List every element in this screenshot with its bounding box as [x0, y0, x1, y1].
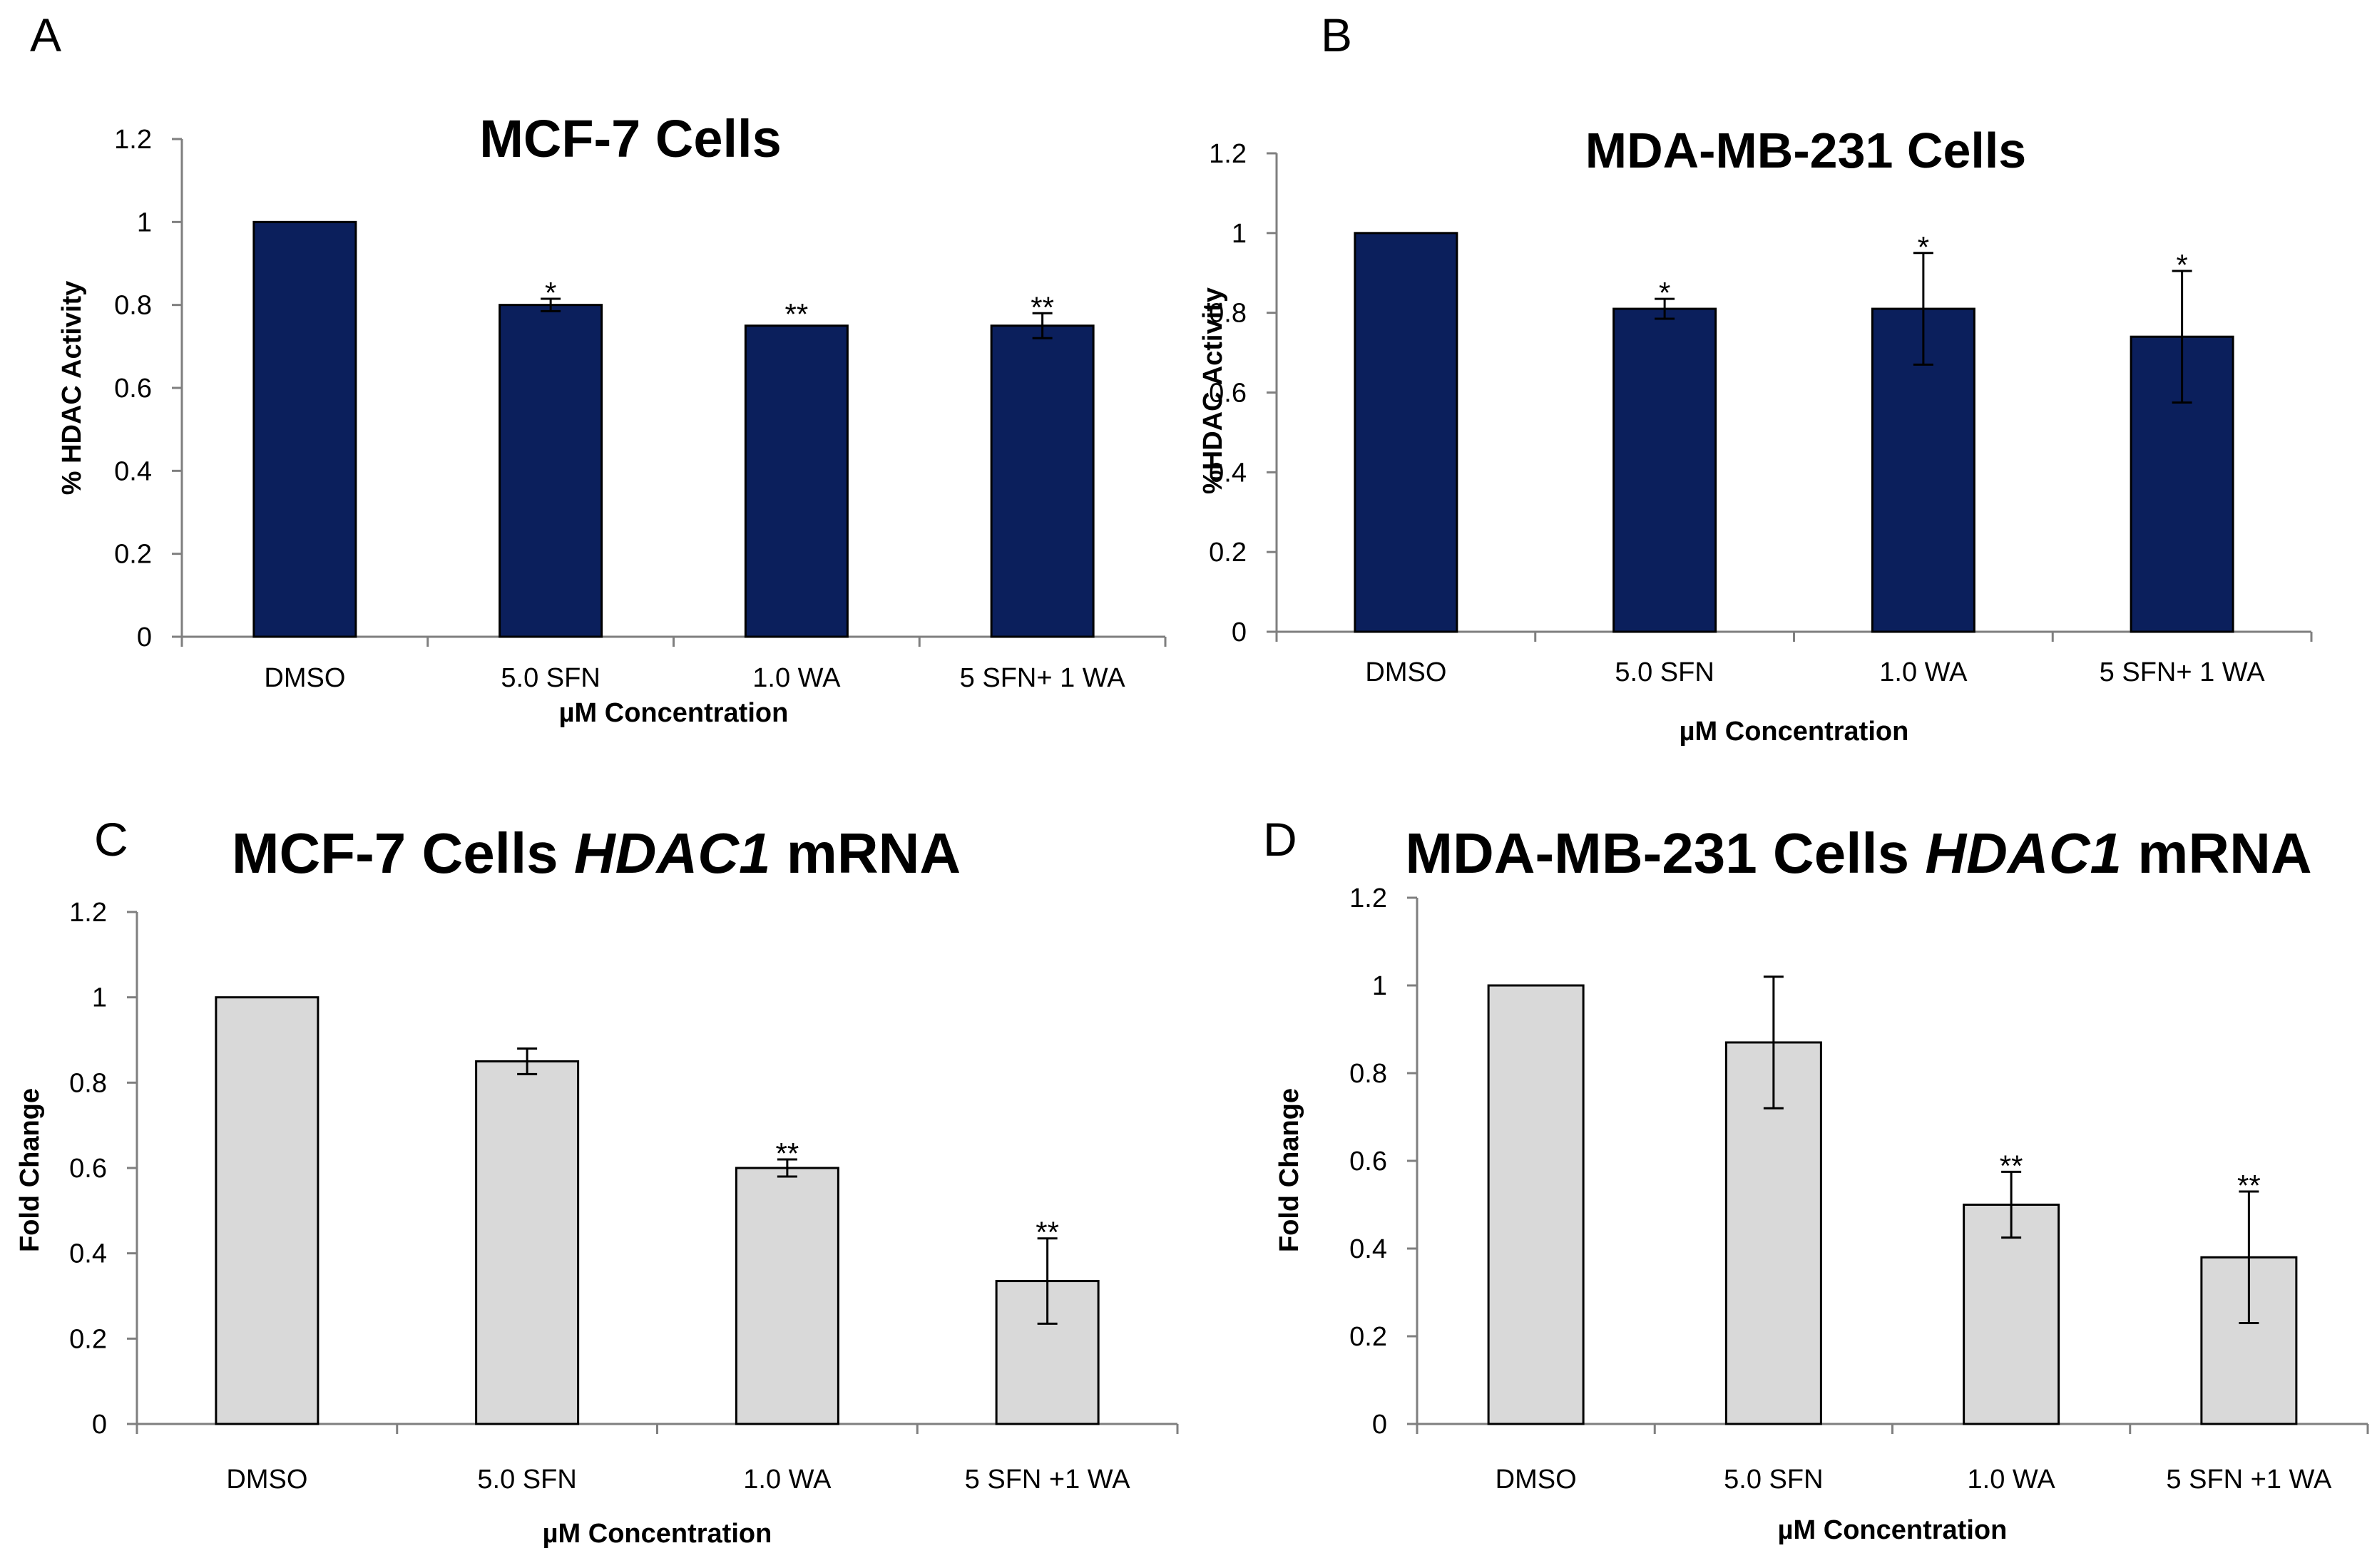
panel-letter: C: [94, 813, 128, 866]
y-tick-label: 0: [1232, 618, 1247, 647]
y-tick-label: 0.2: [1349, 1322, 1387, 1352]
y-tick-label: 0.8: [114, 291, 152, 321]
significance-marker: **: [776, 1137, 799, 1170]
significance-marker: *: [545, 276, 556, 309]
significance-marker: *: [1659, 276, 1670, 309]
significance-marker: *: [1918, 230, 1929, 264]
bar: [475, 1060, 580, 1425]
chart-title-gene: HDAC1: [574, 821, 771, 885]
bar: [499, 304, 603, 638]
chart-title: MCF-7 Cells: [479, 109, 782, 168]
panel-letter: D: [1263, 813, 1297, 866]
y-tick-label: 1: [1372, 971, 1387, 1001]
y-tick-label: 1: [137, 207, 152, 237]
bar: [990, 324, 1095, 638]
y-tick-label: 1.2: [114, 125, 152, 155]
y-axis-title: Fold Change: [15, 1088, 45, 1252]
bar: [215, 996, 320, 1425]
x-axis-title: µM Concentration: [1778, 1515, 2008, 1545]
bar: [1963, 1204, 2060, 1425]
x-axis-title: µM Concentration: [543, 1519, 772, 1549]
significance-marker: **: [2237, 1169, 2261, 1202]
category-label: DMSO: [264, 663, 345, 693]
category-label: 5.0 SFN: [1615, 657, 1714, 687]
panel-d: D MDA-MB-231 Cells HDAC1 mRNA 0 0.2 0.4 0.6 0.…: [1263, 813, 2369, 1545]
category-label: 1.0 WA: [743, 1465, 832, 1495]
y-tick-label: 0: [1372, 1410, 1387, 1440]
chart-title: MDA-MB-231 Cells HDAC1 mRNA: [1405, 821, 2311, 885]
y-tick-label: 0.4: [1349, 1234, 1387, 1264]
y-tick-label: 0.6: [1209, 379, 1247, 409]
chart-title-suffix: mRNA: [770, 821, 961, 885]
y-tick-label: 0.4: [114, 456, 152, 486]
y-tick-label: 0: [92, 1410, 107, 1440]
y-tick-label: 0.2: [114, 540, 152, 570]
y-tick-label: 1: [92, 983, 107, 1013]
category-label: 1.0 WA: [1968, 1465, 2056, 1495]
y-tick-label: 1.2: [69, 898, 107, 928]
panel-c: C MCF-7 Cells HDAC1 mRNA 0 0.2 0.4 0.6 0.8 1 1.2…: [15, 813, 1179, 1549]
category-label: DMSO: [1496, 1465, 1577, 1495]
bar: [252, 220, 357, 638]
category-label: 5 SFN +1 WA: [2166, 1465, 2332, 1495]
chart-title-main: MDA-MB-231 Cells: [1585, 123, 2026, 178]
chart-title-gene: HDAC1: [1925, 821, 2122, 885]
y-tick-label: 0.2: [69, 1324, 107, 1354]
y-axis-title: Fold Change: [1274, 1088, 1304, 1252]
y-tick-label: 0.8: [69, 1068, 107, 1098]
x-axis-title: µM Concentration: [559, 698, 789, 728]
y-tick-label: 0.6: [1349, 1147, 1387, 1177]
chart-title-main: MCF-7 Cells: [232, 821, 574, 885]
category-label: 1.0 WA: [752, 663, 841, 693]
panel-letter: A: [30, 9, 61, 61]
chart-title-main: MCF-7 Cells: [479, 109, 782, 168]
y-tick-label: 1.2: [1349, 883, 1387, 913]
chart-title: MDA-MB-231 Cells: [1585, 123, 2026, 178]
chart-title: MCF-7 Cells HDAC1 mRNA: [232, 821, 961, 885]
panel-letter: B: [1321, 9, 1352, 61]
category-label: DMSO: [1365, 657, 1446, 687]
y-tick-label: 1.2: [1209, 139, 1247, 169]
y-tick-label: 0.4: [1209, 458, 1247, 488]
y-tick-label: 0.6: [69, 1154, 107, 1184]
bar: [1612, 307, 1717, 633]
y-axis-title: % HDAC Activity: [57, 281, 87, 496]
panel-a: A MCF-7 Cells 0 0.2 0.4 0.6 0.8 1 1.2 DMSO * 5.0 SF…: [30, 9, 1167, 728]
category-label: 1.0 WA: [1879, 657, 1968, 687]
bar: [735, 1167, 839, 1425]
category-label: 5 SFN +1 WA: [965, 1465, 1131, 1495]
bar: [1487, 984, 1585, 1425]
y-tick-label: 1: [1232, 219, 1247, 249]
category-label: DMSO: [226, 1465, 307, 1495]
significance-marker: **: [785, 297, 809, 331]
chart-title-main: MDA-MB-231 Cells: [1405, 821, 1925, 885]
significance-marker: **: [1036, 1216, 1059, 1249]
y-axis-title: %HDAC Activity: [1198, 287, 1228, 494]
significance-marker: **: [2000, 1149, 2023, 1182]
y-tick-label: 0: [137, 622, 152, 652]
bar: [744, 324, 849, 638]
y-tick-label: 0.8: [1349, 1059, 1387, 1089]
y-tick-label: 0.4: [69, 1239, 107, 1269]
category-label: 5.0 SFN: [1724, 1465, 1823, 1495]
y-tick-label: 0.8: [1209, 299, 1247, 329]
category-label: 5.0 SFN: [501, 663, 600, 693]
category-label: 5 SFN+ 1 WA: [960, 663, 1126, 693]
y-tick-label: 0.2: [1209, 538, 1247, 568]
bar: [1354, 232, 1458, 633]
y-tick-label: 0.6: [114, 374, 152, 404]
category-label: 5 SFN+ 1 WA: [2100, 657, 2266, 687]
chart-title-suffix: mRNA: [2122, 821, 2312, 885]
category-label: 5.0 SFN: [477, 1465, 576, 1495]
significance-marker: *: [2176, 248, 2187, 282]
panel-b: B MDA-MB-231 Cells 0 0.2 0.4 0.6 0.8 1 1.2 DMSO * 5…: [1198, 9, 2313, 747]
x-axis-title: µM Concentration: [1680, 717, 1909, 747]
significance-marker: **: [1031, 290, 1054, 324]
